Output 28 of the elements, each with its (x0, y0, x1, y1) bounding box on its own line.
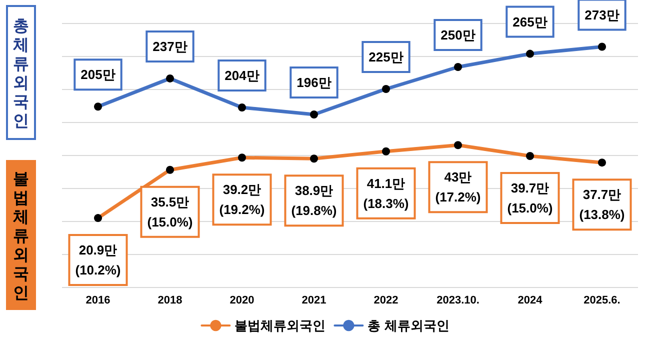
data-label: 205만 (80, 67, 116, 82)
x-tick-label: 2025.6. (584, 294, 620, 306)
data-label: 43만 (17.2%) (435, 170, 481, 205)
text: 총체류외국인 (12, 16, 30, 130)
x-tick-label: 2016 (86, 294, 110, 306)
data-label: 35.5만 (15.0%) (147, 194, 193, 230)
legend-label: 총 체류외국인 (368, 318, 450, 333)
x-tick-label: 2022 (374, 294, 398, 306)
data-label: 237만 (152, 38, 188, 54)
legend-label: 불법체류외국인 (234, 318, 326, 333)
data-label: 273만 (584, 7, 620, 22)
data-label: 37.7만 (13.8%) (579, 187, 625, 222)
text: 불법체류외국인 (12, 168, 30, 302)
data-label: 41.1만 (18.3%) (363, 176, 409, 211)
x-tick-label: 2021 (302, 294, 326, 306)
x-tick-label: 2018 (158, 294, 182, 306)
x-tick-label: 2020 (230, 294, 254, 306)
x-tick-label: 2023.10. (436, 294, 480, 306)
data-label: 38.9만 (19.8%) (291, 183, 337, 218)
data-label: 250만 (440, 28, 476, 42)
data-label: 204만 (224, 68, 260, 83)
data-label: 225만 (368, 50, 404, 64)
data-label: 39.2만 (19.2%) (219, 182, 265, 218)
x-tick-label: 2024 (518, 294, 544, 306)
data-label: 196만 (296, 75, 332, 90)
data-label: 20.9만 (10.2%) (75, 242, 121, 278)
data-label: 39.7만 (15.0%) (507, 180, 553, 216)
data-label: 265만 (512, 14, 548, 30)
